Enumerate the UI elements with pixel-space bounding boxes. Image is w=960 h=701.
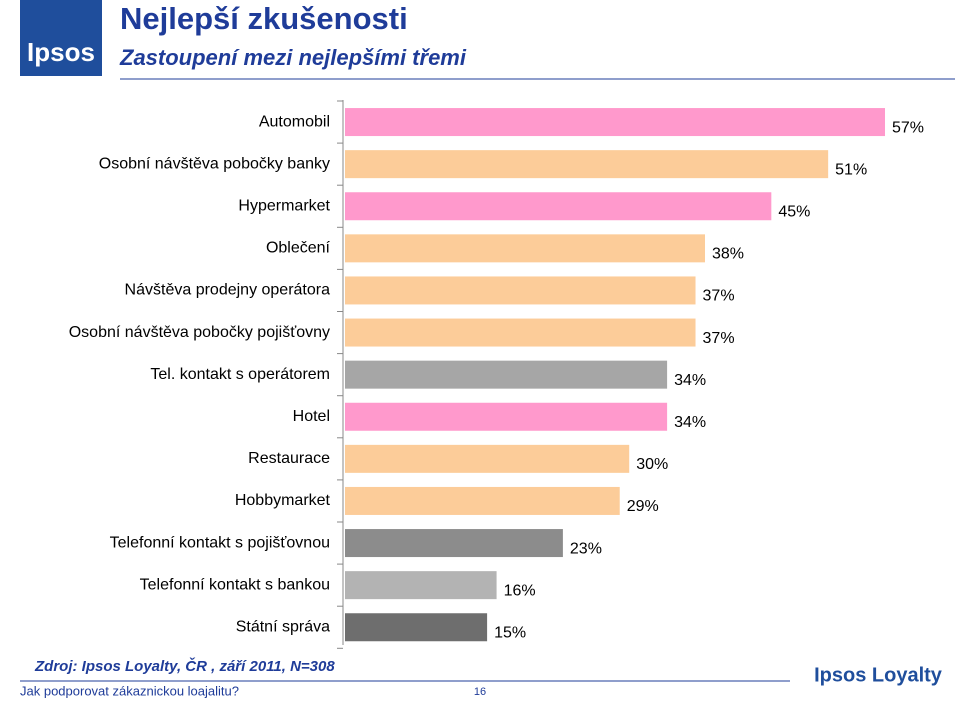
category-label: Restaurace (248, 450, 330, 467)
bar (345, 234, 705, 263)
category-label: Osobní návštěva pobočky banky (99, 155, 330, 172)
category-label: Automobil (259, 113, 330, 130)
source-note: Zdroj: Ipsos Loyalty, ČR , září 2011, N=… (34, 657, 335, 675)
bar (345, 486, 620, 515)
bar (345, 108, 885, 137)
bar (345, 318, 696, 347)
logo-text: Ipsos (27, 37, 95, 67)
value-label: 37% (703, 288, 735, 305)
logo-box (20, 0, 102, 76)
chart-title: Nejlepší zkušenosti (120, 1, 408, 36)
category-label: Státní správa (236, 618, 330, 635)
value-label: 30% (636, 456, 668, 473)
category-label: Osobní návštěva pobočky pojišťovny (69, 324, 330, 341)
bar (345, 444, 630, 473)
bar (345, 192, 772, 221)
value-label: 45% (778, 203, 810, 220)
category-label: Telefonní kontakt s bankou (140, 576, 330, 593)
category-label: Hobbymarket (235, 492, 331, 509)
category-label: Návštěva prodejny operátora (125, 282, 331, 299)
footer-text: Jak podporovat zákaznickou loajalitu? (20, 683, 239, 698)
brand-logo: Ipsos Loyalty (814, 664, 943, 686)
value-label: 57% (892, 119, 924, 136)
value-label: 29% (627, 498, 659, 515)
value-label: 51% (835, 161, 867, 178)
bar (345, 276, 696, 305)
value-label: 37% (703, 330, 735, 347)
bar (345, 571, 497, 600)
bar (345, 360, 668, 389)
category-label: Tel. kontakt s operátorem (150, 366, 330, 383)
bar (345, 150, 829, 179)
value-label: 34% (674, 414, 706, 431)
bar (345, 613, 488, 642)
value-label: 34% (674, 372, 706, 389)
value-label: 16% (504, 582, 536, 599)
chart-subtitle: Zastoupení mezi nejlepšími třemi (119, 45, 467, 70)
bar (345, 402, 668, 431)
bar (345, 529, 563, 558)
value-label: 23% (570, 540, 602, 557)
category-label: Hypermarket (238, 197, 330, 214)
category-label: Telefonní kontakt s pojišťovnou (110, 534, 330, 551)
category-label: Hotel (293, 408, 330, 425)
value-label: 15% (494, 624, 526, 641)
value-label: 38% (712, 246, 744, 263)
page-number: 16 (474, 686, 486, 698)
category-label: Oblečení (266, 240, 331, 257)
